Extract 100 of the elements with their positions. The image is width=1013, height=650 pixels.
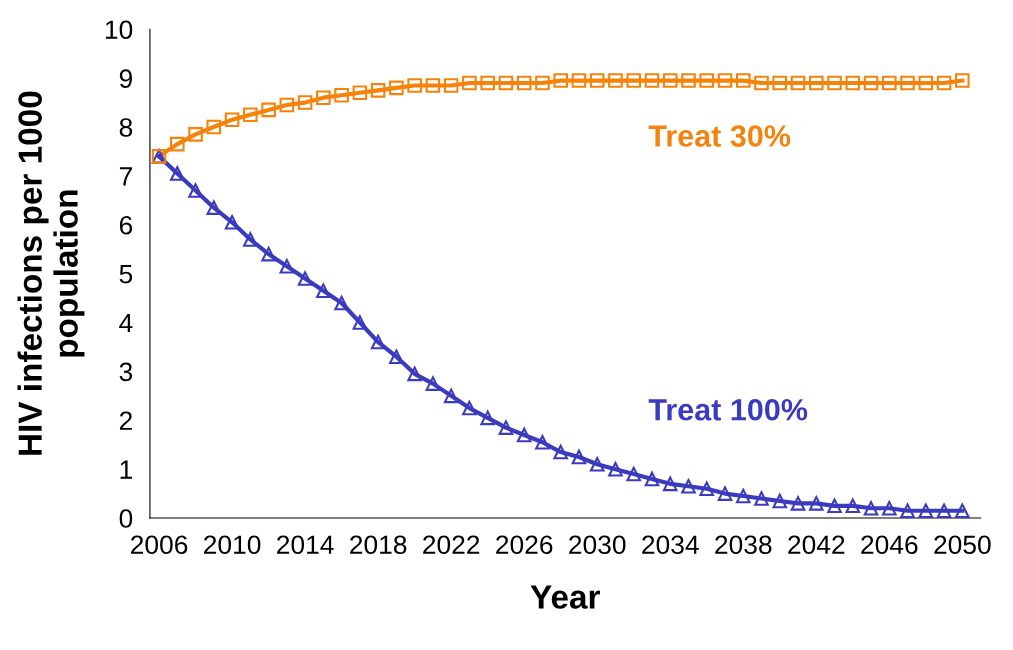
point [772, 75, 788, 91]
point [626, 466, 642, 482]
y-tick-label: 6 [119, 215, 133, 235]
point [243, 107, 258, 123]
y-tick-label: 0 [119, 509, 133, 528]
point [827, 75, 842, 91]
point [808, 75, 824, 91]
point [370, 334, 386, 350]
point [827, 498, 842, 514]
y-tick-label: 8 [119, 118, 133, 137]
point [644, 73, 660, 88]
point [662, 73, 678, 88]
point [882, 500, 897, 516]
point [553, 73, 568, 88]
point [699, 73, 715, 88]
point [918, 75, 934, 91]
point [900, 75, 915, 91]
point [352, 85, 368, 101]
point [188, 127, 203, 142]
point [224, 215, 240, 230]
point [516, 75, 532, 91]
point [535, 75, 550, 91]
point [681, 73, 696, 88]
point [297, 271, 313, 286]
point [900, 503, 915, 519]
point [279, 259, 295, 274]
point [261, 102, 276, 118]
x-tick-label: 2026 [496, 535, 553, 555]
point [681, 478, 696, 494]
point [170, 136, 185, 152]
point [425, 376, 441, 391]
point [170, 166, 185, 181]
point [389, 80, 404, 96]
point [608, 73, 623, 88]
x-tick-label: 2046 [861, 535, 918, 555]
x-tick-label: 2006 [131, 535, 188, 555]
point [407, 78, 422, 93]
point [662, 476, 678, 492]
point [571, 73, 587, 88]
point [626, 73, 642, 88]
point [316, 283, 331, 299]
point [462, 75, 477, 91]
point [279, 97, 295, 113]
point [863, 500, 879, 516]
point [608, 461, 623, 477]
x-axis-title: Year [530, 585, 600, 609]
point [644, 471, 660, 487]
point [334, 87, 349, 103]
series-label: Treat 100% [648, 398, 808, 421]
x-tick-label: 2050 [934, 535, 991, 555]
x-tick-label: 2010 [204, 535, 261, 555]
x-tick-label: 2022 [423, 535, 480, 555]
y-tick-label: 3 [119, 362, 133, 382]
point [498, 75, 514, 91]
point [863, 75, 879, 91]
point [516, 427, 532, 443]
point [735, 488, 751, 504]
point [334, 295, 349, 311]
point [261, 246, 276, 262]
y-axis-title: HIV infections per 1000 population [17, 91, 85, 455]
series-label: Treat 30% [648, 125, 791, 147]
y-tick-label: 10 [105, 20, 133, 40]
point [352, 315, 368, 330]
point [224, 112, 240, 127]
point [370, 83, 386, 98]
point [845, 498, 861, 514]
x-tick-label: 2018 [350, 535, 407, 555]
x-tick-label: 2042 [788, 535, 845, 555]
point [243, 232, 258, 247]
point [772, 493, 788, 509]
point [955, 73, 970, 88]
point [571, 449, 587, 465]
point [206, 200, 222, 215]
point [480, 410, 495, 426]
x-tick-label: 2034 [642, 535, 699, 555]
point [735, 73, 751, 88]
y-tick-label: 7 [119, 167, 132, 186]
point [717, 73, 733, 88]
point [790, 496, 806, 511]
point [407, 366, 422, 382]
y-tick-label: 2 [119, 411, 132, 430]
point [316, 90, 331, 105]
point [754, 491, 769, 506]
point [936, 75, 952, 91]
y-tick-label: 9 [119, 69, 133, 88]
x-tick-label: 2038 [715, 535, 772, 555]
point [589, 73, 605, 88]
point [462, 400, 477, 416]
point [443, 388, 459, 404]
point [717, 486, 733, 501]
y-tick-label: 5 [119, 265, 133, 284]
point [918, 503, 934, 519]
point [754, 75, 769, 91]
point [480, 75, 495, 91]
point [882, 75, 897, 91]
y-tick-label: 1 [120, 460, 132, 479]
point [845, 75, 861, 91]
point [535, 435, 550, 450]
point [188, 183, 203, 198]
point [297, 95, 313, 110]
